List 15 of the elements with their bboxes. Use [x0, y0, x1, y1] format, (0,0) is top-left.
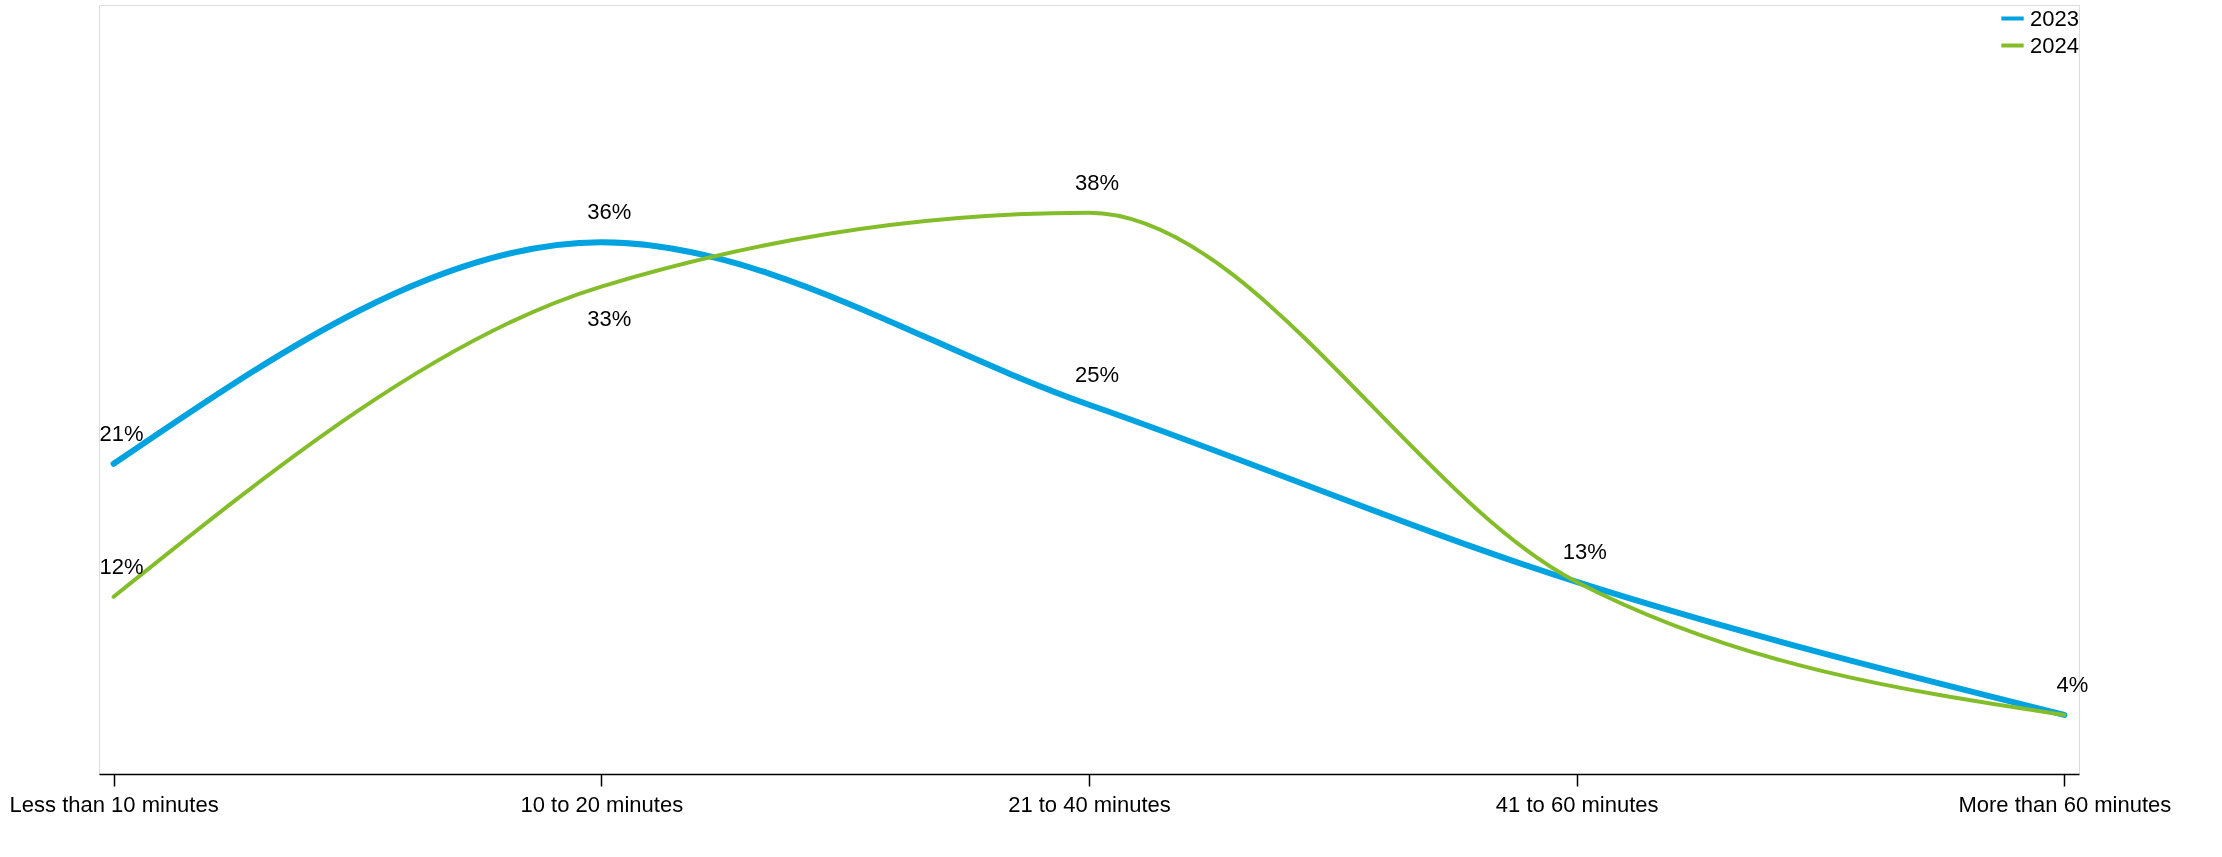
data-label: 21%	[99, 420, 144, 446]
x-tick-label: Less than 10 minutes	[9, 791, 219, 817]
data-label: 38%	[1074, 169, 1120, 195]
x-tick-label: 10 to 20 minutes	[520, 791, 684, 817]
data-label: 12%	[99, 553, 144, 579]
x-tick-label: 21 to 40 minutes	[1008, 791, 1171, 817]
x-tick-label: More than 60 minutes	[1958, 791, 2172, 817]
legend-label: 2024	[2030, 32, 2079, 58]
data-label: 13%	[1562, 538, 1607, 564]
data-label: 4%	[2056, 671, 2089, 697]
x-tick-label: 41 to 60 minutes	[1495, 791, 1659, 817]
data-label: 25%	[1074, 361, 1120, 387]
data-label: 33%	[587, 305, 632, 331]
data-label: 36%	[587, 199, 632, 225]
legend-label: 2023	[2030, 5, 2079, 31]
